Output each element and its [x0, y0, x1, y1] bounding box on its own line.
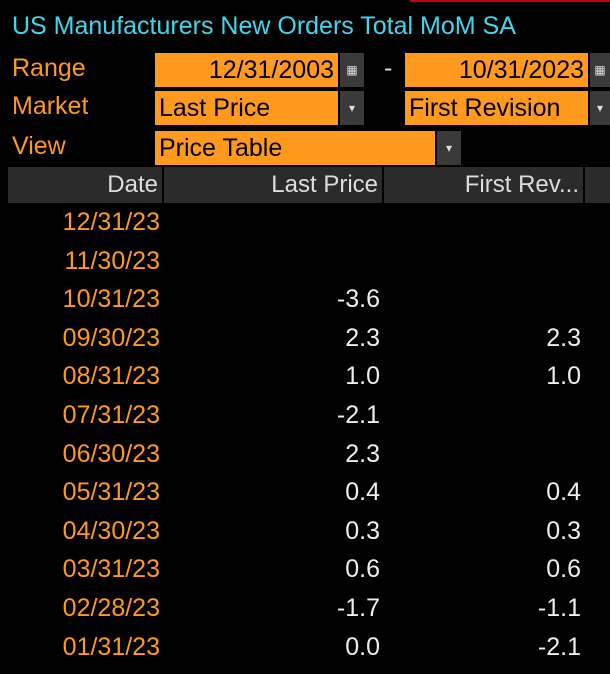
title: US Manufacturers New Orders Total MoM SA [12, 12, 516, 40]
view-dropdown[interactable]: Price Table [155, 131, 435, 165]
value-cell: 1.0 [345, 362, 380, 391]
column-header: First Rev... [464, 171, 579, 198]
value-cell: 0.6 [546, 555, 581, 584]
table-header [8, 167, 610, 203]
date-cell: 02/28/23 [62, 594, 160, 622]
dropdown-arrow[interactable]: ▾ [340, 91, 364, 125]
date-cell: 07/31/23 [62, 401, 160, 429]
date-cell: 12/31/23 [62, 208, 160, 236]
calendar-button[interactable]: ▦ [590, 53, 610, 87]
value-cell: 2.3 [546, 323, 581, 352]
column-separator [583, 167, 585, 203]
range-separator: - [384, 54, 393, 82]
column-separator [382, 167, 384, 203]
value-cell: 0.4 [345, 478, 380, 507]
column-separator [162, 167, 164, 203]
date-cell: 03/31/23 [62, 555, 160, 584]
value-cell: 0.3 [546, 516, 581, 545]
value-cell: -2.1 [336, 401, 380, 429]
column-header: Date [107, 171, 158, 198]
dropdown-arrow[interactable]: ▾ [437, 131, 461, 165]
view-label: View [12, 132, 66, 160]
date-cell: 11/30/23 [64, 246, 160, 275]
value-cell: -1.7 [336, 594, 380, 622]
value-cell: 2.3 [345, 439, 380, 468]
date-cell: 06/30/23 [62, 439, 160, 468]
value-cell: -3.6 [336, 285, 380, 314]
value-cell: 2.3 [345, 323, 380, 352]
column-header: Last Price [271, 171, 378, 198]
value-cell: 0.6 [345, 555, 380, 584]
calendar-button[interactable]: ▦ [340, 53, 364, 87]
top-bar [0, 0, 610, 3]
date-cell: 01/31/23 [62, 632, 160, 661]
value-cell: -2.1 [537, 632, 581, 661]
value-cell: 0.0 [345, 632, 380, 661]
value-cell: 1.0 [546, 362, 581, 391]
dropdown-arrow[interactable]: ▾ [590, 91, 610, 125]
end-date-input[interactable]: 10/31/2023 [405, 53, 588, 87]
value-cell: 0.3 [345, 516, 380, 545]
date-cell: 05/31/23 [62, 478, 160, 507]
value-cell: 0.4 [546, 478, 581, 507]
date-cell: 04/30/23 [62, 516, 160, 545]
start-date-input[interactable]: 12/31/2003 [155, 53, 338, 87]
market-dropdown[interactable]: First Revision [405, 91, 588, 125]
market-label: Market [12, 92, 89, 120]
date-cell: 09/30/23 [62, 323, 160, 352]
range-label: Range [12, 54, 86, 82]
date-cell: 10/31/23 [62, 285, 160, 314]
value-cell: -1.1 [537, 594, 581, 622]
date-cell: 08/31/23 [62, 362, 160, 391]
market-dropdown[interactable]: Last Price [155, 91, 338, 125]
